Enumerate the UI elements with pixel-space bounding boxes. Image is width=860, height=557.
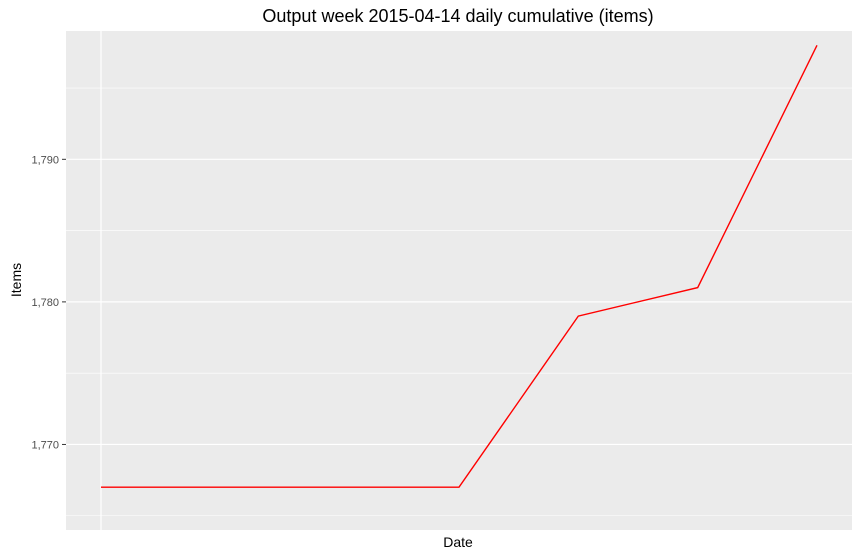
chart-title: Output week 2015-04-14 daily cumulative … bbox=[262, 6, 653, 26]
y-tick-label: 1,790 bbox=[31, 154, 59, 166]
grid-lines bbox=[66, 31, 852, 530]
y-tick-label: 1,770 bbox=[31, 439, 59, 451]
x-axis-title: Date bbox=[443, 534, 473, 550]
y-axis-ticks: 1,770 1,780 1,790 bbox=[31, 154, 66, 451]
series-layer bbox=[101, 44, 818, 488]
series-line bbox=[101, 44, 818, 488]
plot-panel bbox=[66, 31, 852, 530]
y-tick-label: 1,780 bbox=[31, 297, 59, 309]
y-axis-title: Items bbox=[8, 263, 24, 297]
